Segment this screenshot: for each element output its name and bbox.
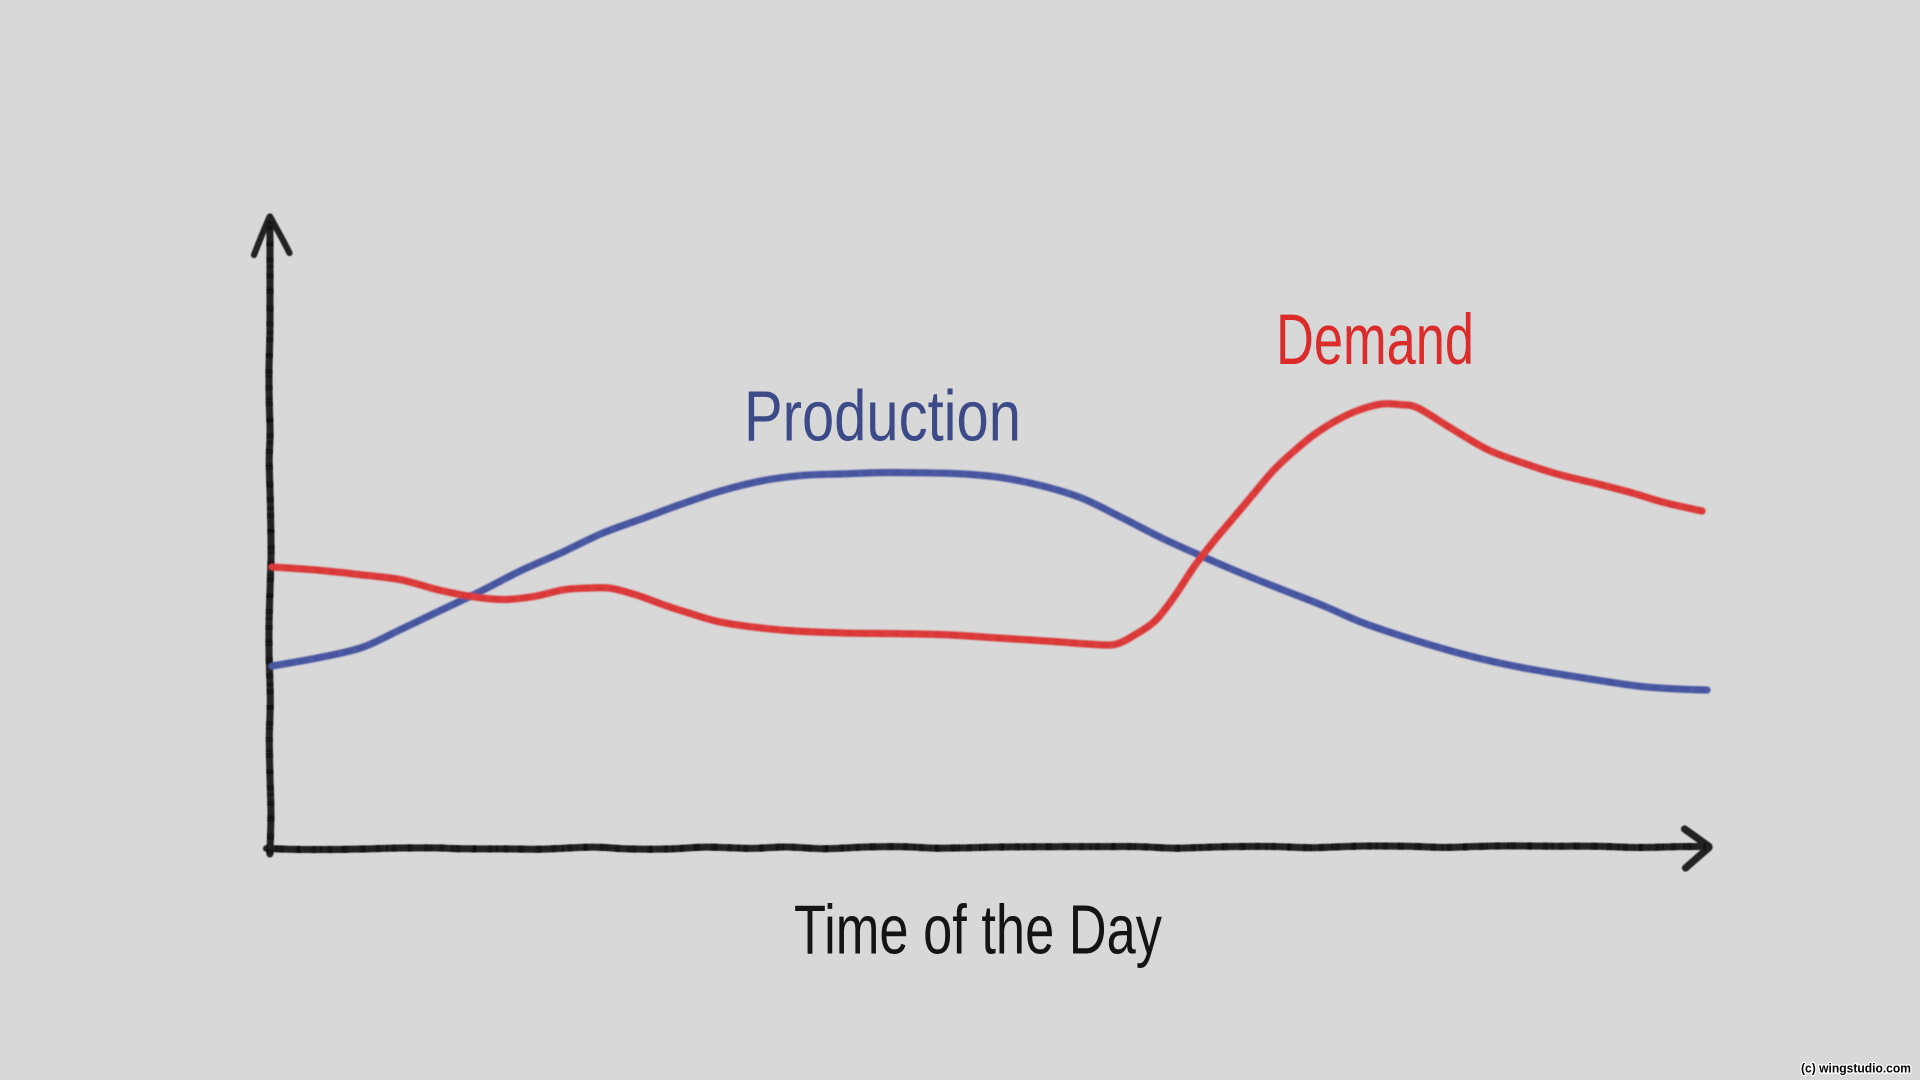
- svg-text:(c) wingstudio.com: (c) wingstudio.com: [1801, 1062, 1911, 1076]
- svg-text:Production: Production: [744, 378, 1021, 457]
- svg-text:Time of the Day: Time of the Day: [794, 891, 1162, 969]
- svg-text:Demand: Demand: [1276, 301, 1474, 380]
